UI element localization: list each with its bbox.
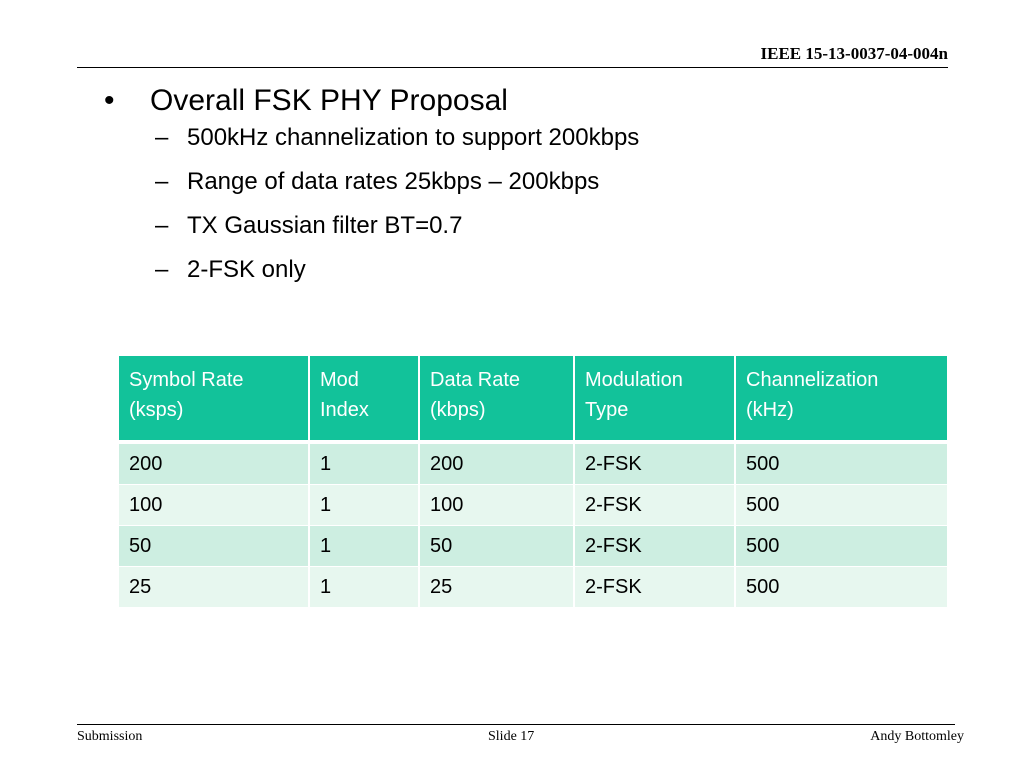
cell-symbol-rate: 50 — [119, 525, 310, 567]
data-rate-table: Symbol Rate (ksps) Mod Index Data Rate (kbp… — [119, 356, 947, 608]
cell-data-rate: 200 — [419, 442, 575, 485]
header-modulation-type: Modulation Type — [574, 356, 736, 444]
cell-symbol-rate: 100 — [119, 484, 310, 526]
header-channelization: Channelization (kHz) — [735, 356, 947, 444]
document-id: IEEE 15-13-0037-04-004n — [760, 44, 948, 63]
dash-marker: – — [155, 212, 169, 239]
bullet-main: • Overall FSK PHY Proposal — [100, 84, 639, 124]
footer-submission: Submission — [77, 729, 143, 744]
cell-mod-index: 1 — [309, 525, 420, 567]
cell-data-rate: 100 — [419, 484, 575, 526]
table-header-row: Symbol Rate (ksps) Mod Index Data Rate (kbp… — [119, 356, 947, 444]
header-rule — [77, 67, 948, 68]
footer-slide-number: Slide 17 — [488, 729, 535, 744]
cell-mod-index: 1 — [309, 566, 420, 608]
cell-channelization: 500 — [735, 525, 947, 567]
sub-bullet: – TX Gaussian filter BT=0.7 — [155, 212, 639, 256]
cell-channelization: 500 — [735, 566, 947, 608]
table-row: 25 1 25 2-FSK 500 — [119, 566, 947, 608]
header-mod-index: Mod Index — [309, 356, 420, 444]
sub-bullet: – Range of data rates 25kbps – 200kbps — [155, 168, 639, 212]
table-row: 50 1 50 2-FSK 500 — [119, 525, 947, 567]
sub-bullet: – 500kHz channelization to support 200kb… — [155, 124, 639, 168]
header-data-rate: Data Rate (kbps) — [419, 356, 575, 444]
cell-symbol-rate: 200 — [119, 442, 310, 485]
cell-mod-index: 1 — [309, 442, 420, 485]
cell-channelization: 500 — [735, 442, 947, 485]
table-row: 200 1 200 2-FSK 500 — [119, 442, 947, 485]
sub-bullet-text: 2-FSK only — [187, 256, 306, 283]
footer-author: Andy Bottomley — [870, 729, 964, 744]
table-row: 100 1 100 2-FSK 500 — [119, 484, 947, 526]
sub-bullet: – 2-FSK only — [155, 256, 639, 300]
cell-data-rate: 50 — [419, 525, 575, 567]
dash-marker: – — [155, 256, 169, 283]
dash-marker: – — [155, 168, 169, 195]
cell-symbol-rate: 25 — [119, 566, 310, 608]
dash-marker: – — [155, 124, 169, 151]
sub-bullet-text: 500kHz channelization to support 200kbps — [187, 124, 640, 151]
cell-modulation-type: 2-FSK — [574, 442, 736, 485]
sub-bullet-text: Range of data rates 25kbps – 200kbps — [187, 168, 600, 195]
bullet-list: • Overall FSK PHY Proposal – 500kHz chan… — [100, 84, 639, 300]
cell-modulation-type: 2-FSK — [574, 484, 736, 526]
cell-modulation-type: 2-FSK — [574, 525, 736, 567]
header-symbol-rate: Symbol Rate (ksps) — [119, 356, 310, 444]
cell-channelization: 500 — [735, 484, 947, 526]
bullet-main-text: Overall FSK PHY Proposal — [150, 84, 508, 117]
footer-rule — [77, 724, 955, 725]
cell-data-rate: 25 — [419, 566, 575, 608]
cell-modulation-type: 2-FSK — [574, 566, 736, 608]
sub-bullet-text: TX Gaussian filter BT=0.7 — [187, 212, 463, 239]
cell-mod-index: 1 — [309, 484, 420, 526]
bullet-dot: • — [104, 84, 115, 117]
